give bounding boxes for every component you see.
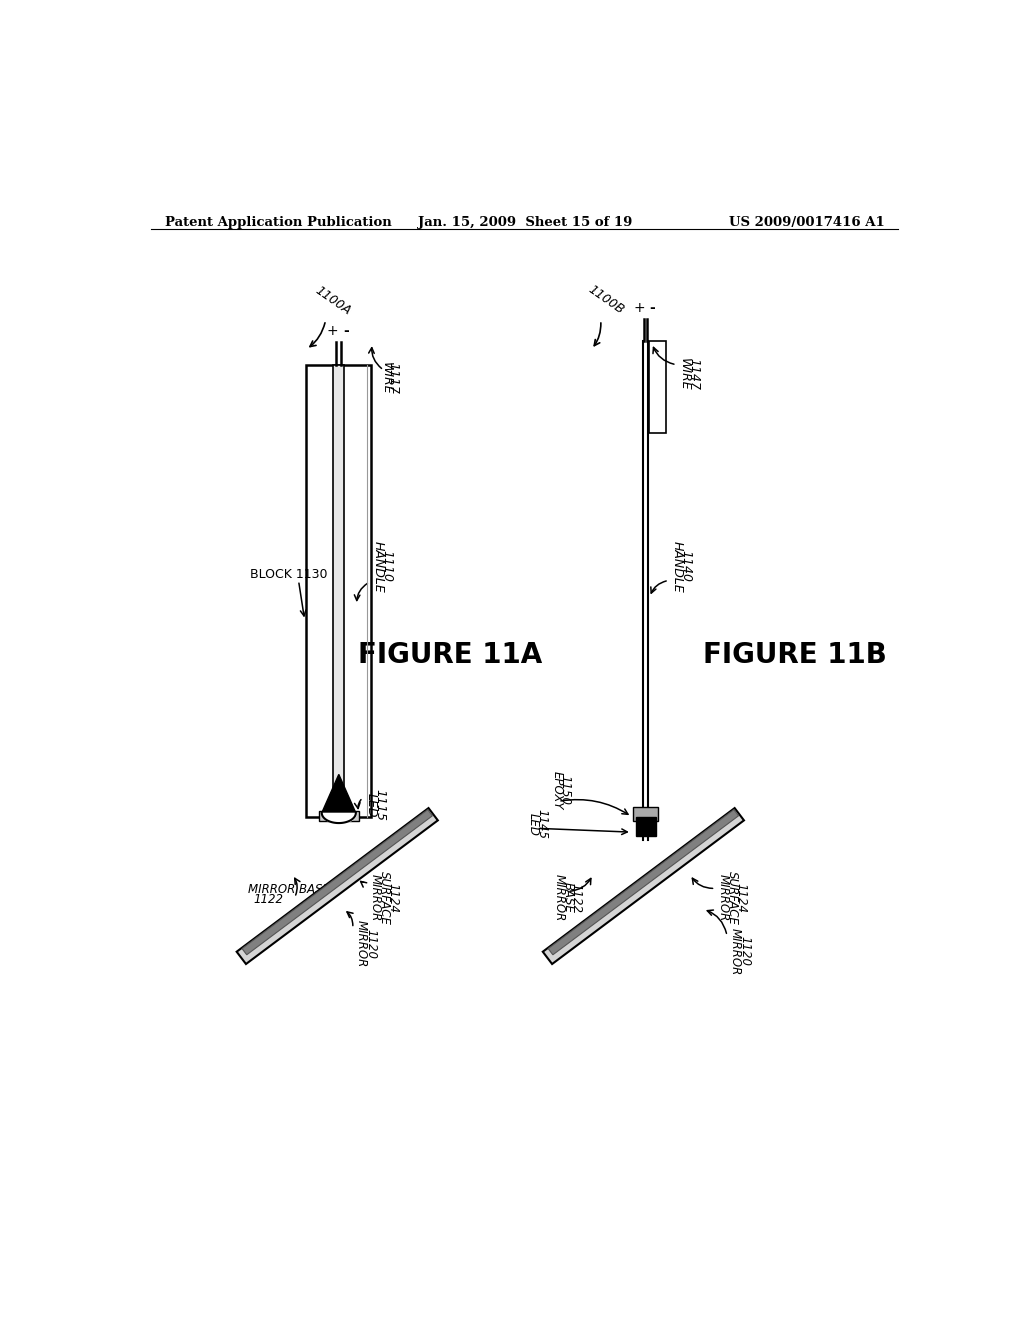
Text: MIRROR BASE: MIRROR BASE [248, 883, 330, 896]
Text: FIGURE 11B: FIGURE 11B [702, 642, 887, 669]
Text: HANDLE: HANDLE [671, 541, 683, 593]
Bar [633, 807, 658, 821]
Text: Patent Application Publication: Patent Application Publication [165, 216, 392, 230]
Text: MIRROR: MIRROR [729, 928, 741, 975]
Text: MIRROR: MIRROR [354, 920, 368, 968]
Text: HANDLE: HANDLE [372, 541, 385, 593]
Text: 1124: 1124 [735, 883, 748, 912]
Bar [649, 341, 666, 433]
Polygon shape [242, 809, 432, 954]
Bar [318, 812, 359, 821]
Text: MIRROR: MIRROR [553, 874, 565, 921]
Text: EPOXY: EPOXY [550, 771, 563, 809]
Text: Jan. 15, 2009  Sheet 15 of 19: Jan. 15, 2009 Sheet 15 of 19 [418, 216, 632, 230]
Text: SURFACE: SURFACE [726, 871, 739, 924]
Text: 1124: 1124 [387, 883, 399, 912]
Text: 1117: 1117 [387, 362, 399, 393]
Text: WIRE: WIRE [380, 362, 393, 395]
Text: 1100A: 1100A [312, 284, 353, 318]
Bar [334, 364, 344, 817]
Text: 1147: 1147 [687, 358, 700, 389]
Text: +: + [634, 301, 645, 315]
Bar [636, 817, 655, 836]
Text: 1150: 1150 [559, 775, 571, 805]
Text: WIRE: WIRE [678, 358, 691, 391]
Text: 1110: 1110 [381, 550, 393, 582]
Text: 1120: 1120 [738, 936, 751, 966]
Text: +: + [326, 323, 338, 338]
Text: 1145: 1145 [536, 809, 549, 840]
Text: LED: LED [365, 793, 378, 817]
Text: -: - [649, 301, 654, 315]
Text: MIRROR: MIRROR [369, 874, 381, 921]
Polygon shape [237, 808, 438, 964]
Text: BASE: BASE [561, 882, 574, 913]
Text: SURFACE: SURFACE [378, 871, 390, 924]
Polygon shape [543, 808, 744, 964]
Text: -: - [343, 323, 348, 338]
Polygon shape [322, 775, 356, 813]
Text: LED: LED [527, 813, 540, 836]
Text: 1122: 1122 [569, 883, 583, 912]
Text: 1140: 1140 [680, 550, 693, 582]
Bar [306, 364, 372, 817]
Text: FIGURE 11A: FIGURE 11A [357, 642, 542, 669]
Text: 1100B: 1100B [586, 282, 626, 317]
Text: 1122: 1122 [254, 894, 284, 907]
Text: 1120: 1120 [365, 929, 378, 958]
Text: MIRROR: MIRROR [717, 874, 730, 921]
Polygon shape [548, 809, 738, 954]
Text: US 2009/0017416 A1: US 2009/0017416 A1 [729, 216, 885, 230]
Text: BLOCK 1130: BLOCK 1130 [251, 568, 328, 581]
Text: 1115: 1115 [374, 789, 387, 821]
